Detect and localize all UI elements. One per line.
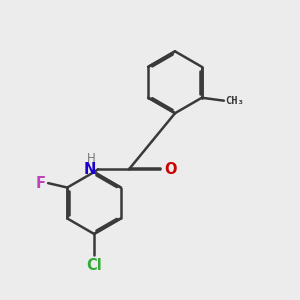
Text: F: F (36, 176, 46, 190)
Text: O: O (164, 162, 177, 177)
Text: H: H (87, 152, 96, 165)
Text: Cl: Cl (86, 258, 102, 273)
Text: CH₃: CH₃ (225, 96, 244, 106)
Text: N: N (83, 162, 96, 177)
